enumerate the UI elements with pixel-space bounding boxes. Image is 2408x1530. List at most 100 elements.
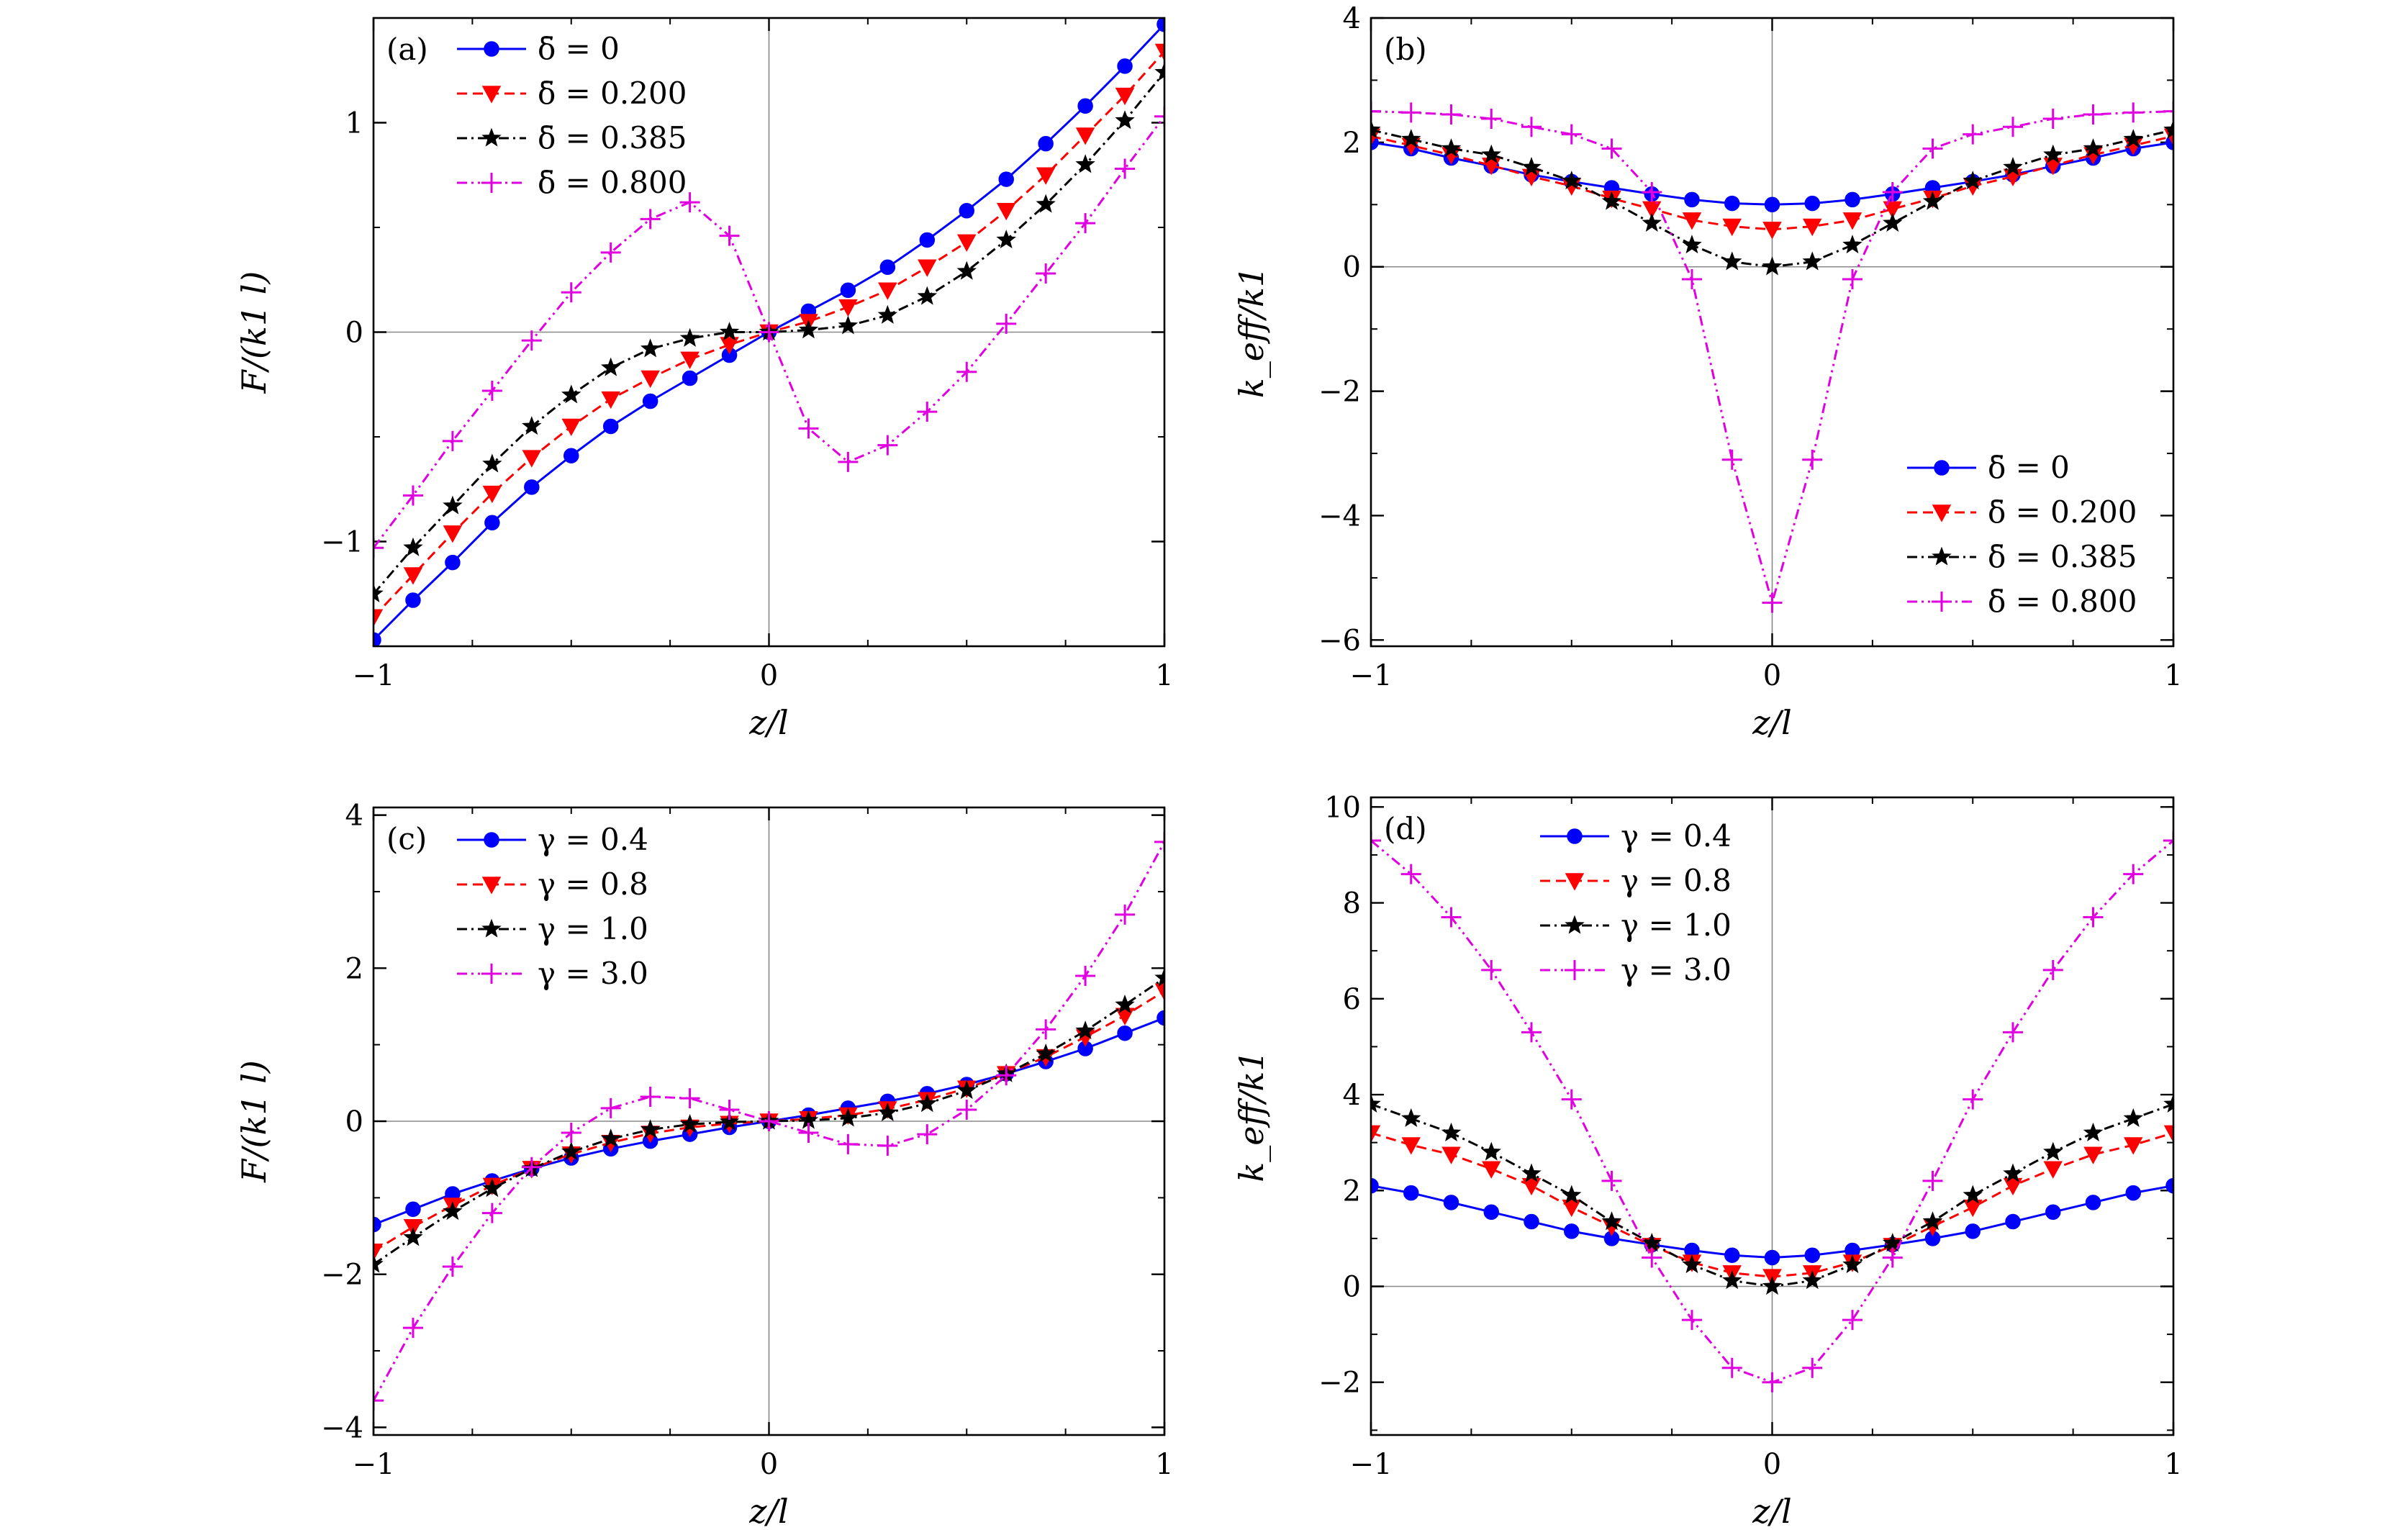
data-point <box>405 1201 421 1218</box>
legend-marker <box>1934 460 1950 476</box>
data-point <box>1400 864 1421 884</box>
data-point <box>1075 154 1095 173</box>
data-point <box>719 225 740 246</box>
data-point <box>1842 269 1862 290</box>
data-point <box>1882 1247 1903 1268</box>
data-point <box>2123 1108 2143 1127</box>
data-point <box>642 393 658 409</box>
series-3 <box>374 831 1164 1411</box>
data-point <box>680 351 700 369</box>
data-point <box>1441 138 1462 158</box>
y-axis-label: k_eff/k1 <box>1232 266 1271 398</box>
data-point <box>1371 830 1381 851</box>
data-point <box>1562 1185 1582 1204</box>
data-point <box>442 1257 463 1277</box>
data-point <box>1963 1199 1983 1218</box>
data-point <box>2123 102 2144 123</box>
data-point <box>561 1141 581 1161</box>
series-2 <box>1371 119 2173 276</box>
data-point <box>798 418 819 439</box>
data-point <box>1154 106 1164 127</box>
y-tick-label: 4 <box>345 800 363 833</box>
plot-frame <box>372 17 1166 648</box>
data-point <box>1036 167 1056 185</box>
series-3 <box>374 106 1164 558</box>
data-point <box>1965 1223 1981 1239</box>
data-point <box>1802 251 1822 271</box>
data-point <box>1117 1025 1133 1041</box>
data-point <box>996 313 1017 334</box>
data-point <box>1762 1372 1783 1393</box>
series-line <box>1371 129 2173 268</box>
data-point <box>2163 1125 2173 1143</box>
data-point <box>2043 144 2063 163</box>
legend-entry: δ̄ = 0 <box>1988 450 2070 485</box>
data-point <box>600 1097 621 1118</box>
y-tick-label: 2 <box>345 952 363 985</box>
panel-label: (b) <box>1384 32 1427 67</box>
data-point <box>877 1102 898 1121</box>
y-tick-label: −2 <box>321 1259 363 1292</box>
data-point <box>1564 1223 1580 1239</box>
y-axis-label: F/(k1 l) <box>235 1060 273 1183</box>
data-point <box>1441 104 1462 125</box>
data-point <box>1883 1233 1903 1252</box>
legend-marker <box>1932 546 1952 566</box>
x-tick-label: 0 <box>760 659 778 692</box>
data-point <box>1764 196 1780 213</box>
data-point <box>2083 907 2104 928</box>
data-point <box>561 384 581 404</box>
data-point <box>1922 1211 1943 1231</box>
data-point <box>1481 1141 1501 1161</box>
series-line <box>374 977 1164 1266</box>
data-point <box>1721 1357 1742 1378</box>
y-tick-label: 8 <box>1343 887 1361 920</box>
data-point <box>1075 213 1096 234</box>
data-point <box>679 1088 700 1109</box>
data-point <box>1115 87 1135 106</box>
x-tick-label: −1 <box>353 659 395 692</box>
legend: γ = 0.4 γ = 0.8 γ = 1.0 γ = 3.0 <box>457 822 648 991</box>
panel-label: (c) <box>386 821 427 856</box>
legend-entry: δ̄ = 0 <box>538 31 620 66</box>
y-tick-label: 2 <box>1343 127 1361 160</box>
data-point <box>1441 1122 1462 1141</box>
data-point <box>679 1113 700 1133</box>
data-point <box>1722 251 1742 271</box>
data-point <box>1400 102 1421 123</box>
data-point <box>1882 182 1903 203</box>
data-point <box>403 1227 423 1246</box>
x-tick-label: −1 <box>1350 659 1393 692</box>
data-point <box>1722 218 1742 237</box>
data-point <box>1642 1247 1662 1268</box>
data-point <box>1883 212 1903 232</box>
data-point <box>640 1119 661 1139</box>
data-point <box>524 479 540 495</box>
y-tick-label: 10 <box>1324 791 1361 824</box>
data-point <box>2003 1022 2023 1043</box>
y-tick-label: −6 <box>1318 624 1361 657</box>
data-point <box>1682 212 1702 230</box>
data-point <box>1036 1019 1056 1040</box>
data-point <box>2083 138 2104 158</box>
x-tick-label: −1 <box>1350 1448 1393 1481</box>
data-point <box>2045 1204 2061 1220</box>
series-line <box>374 990 1164 1253</box>
data-point <box>838 299 858 317</box>
y-tick-label: −2 <box>1318 376 1361 409</box>
data-point <box>641 370 660 389</box>
data-point <box>1115 158 1136 179</box>
legend-marker <box>1932 504 1952 522</box>
data-point <box>1115 904 1136 925</box>
data-point <box>1075 1020 1095 1040</box>
data-point <box>1115 994 1135 1014</box>
x-tick-label: 1 <box>1155 1448 1173 1481</box>
data-point <box>1842 1310 1862 1331</box>
legend: γ = 0.4 γ = 0.8 γ = 1.0 γ = 3.0 <box>1540 818 1732 987</box>
panel-c: −1 0 1 −4 −2 0 2 4 (c) γ = 0.4 γ = 0.8 γ = 1.0 γ = 3… <box>235 800 1174 1530</box>
data-point <box>959 202 974 219</box>
data-point <box>374 1244 384 1262</box>
data-point <box>2042 959 2063 980</box>
